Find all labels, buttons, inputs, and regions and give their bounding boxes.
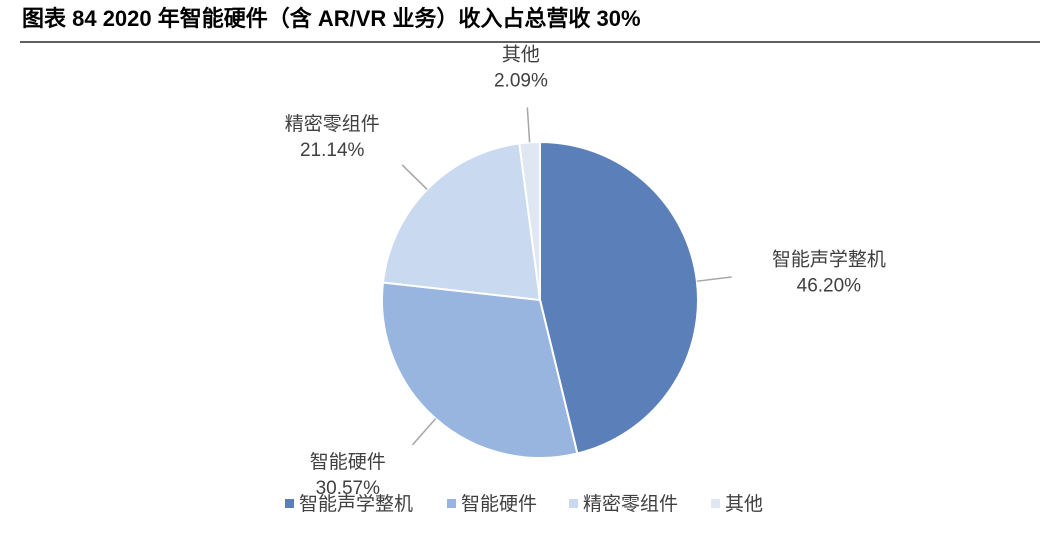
legend-swatch: [569, 499, 578, 508]
leader-line: [401, 164, 428, 190]
data-label-value: 46.20%: [797, 275, 862, 296]
legend-label: 其他: [725, 493, 763, 515]
data-label-name: 智能声学整机: [772, 248, 886, 270]
data-label-value: 30.57%: [316, 478, 381, 499]
data-label-name: 其他: [502, 44, 540, 66]
legend-swatch: [285, 499, 294, 508]
leader-line: [526, 107, 531, 143]
legend-label: 智能硬件: [461, 493, 537, 515]
leader-line: [411, 418, 437, 446]
chart-title: 图表 84 2020 年智能硬件（含 AR/VR 业务）收入占总营收 30%: [22, 6, 641, 31]
data-label-name: 精密零组件: [285, 113, 380, 135]
pie-slice: [381, 142, 542, 302]
data-label-value: 21.14%: [300, 140, 365, 161]
legend-label: 精密零组件: [583, 493, 678, 515]
legend-label: 智能声学整机: [299, 493, 413, 515]
leader-line: [696, 276, 732, 282]
data-label-name: 智能硬件: [310, 451, 386, 473]
legend-swatch: [711, 499, 720, 508]
legend-swatch: [447, 499, 456, 508]
data-label-value: 2.09%: [494, 71, 548, 92]
pie-slice: [381, 281, 579, 459]
